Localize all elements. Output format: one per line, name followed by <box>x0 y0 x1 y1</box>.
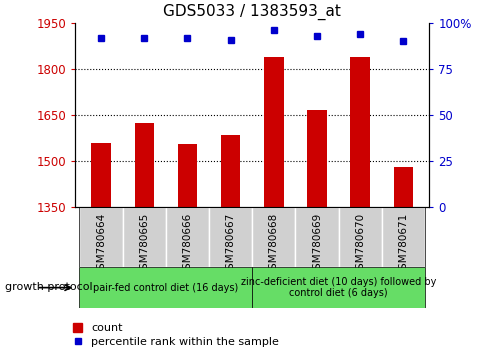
Text: GSM780671: GSM780671 <box>397 213 408 276</box>
Text: GSM780665: GSM780665 <box>139 213 149 276</box>
Bar <box>393 167 412 207</box>
Bar <box>79 207 122 267</box>
Text: GSM780667: GSM780667 <box>225 213 235 276</box>
Bar <box>252 267 424 308</box>
Bar <box>350 57 369 207</box>
Bar <box>263 57 283 207</box>
Bar <box>209 207 252 267</box>
Title: GDS5033 / 1383593_at: GDS5033 / 1383593_at <box>163 4 340 20</box>
Bar <box>79 267 252 308</box>
Text: GSM780664: GSM780664 <box>96 213 106 276</box>
Bar <box>134 123 153 207</box>
Bar <box>91 143 110 207</box>
Text: growth protocol: growth protocol <box>5 282 92 292</box>
Bar <box>295 207 338 267</box>
Text: zinc-deficient diet (10 days) followed by
control diet (6 days): zinc-deficient diet (10 days) followed b… <box>241 277 435 298</box>
Legend: count, percentile rank within the sample: count, percentile rank within the sample <box>73 323 278 347</box>
Text: GSM780668: GSM780668 <box>268 213 278 276</box>
Bar <box>220 135 240 207</box>
Bar <box>166 207 209 267</box>
Bar <box>338 207 381 267</box>
Bar <box>177 144 197 207</box>
Text: GSM780670: GSM780670 <box>354 213 364 276</box>
Text: GSM780669: GSM780669 <box>311 213 321 276</box>
Bar <box>307 110 326 207</box>
Bar <box>381 207 424 267</box>
Bar <box>252 207 295 267</box>
Bar <box>122 207 166 267</box>
Text: pair-fed control diet (16 days): pair-fed control diet (16 days) <box>93 282 238 293</box>
Text: GSM780666: GSM780666 <box>182 213 192 276</box>
